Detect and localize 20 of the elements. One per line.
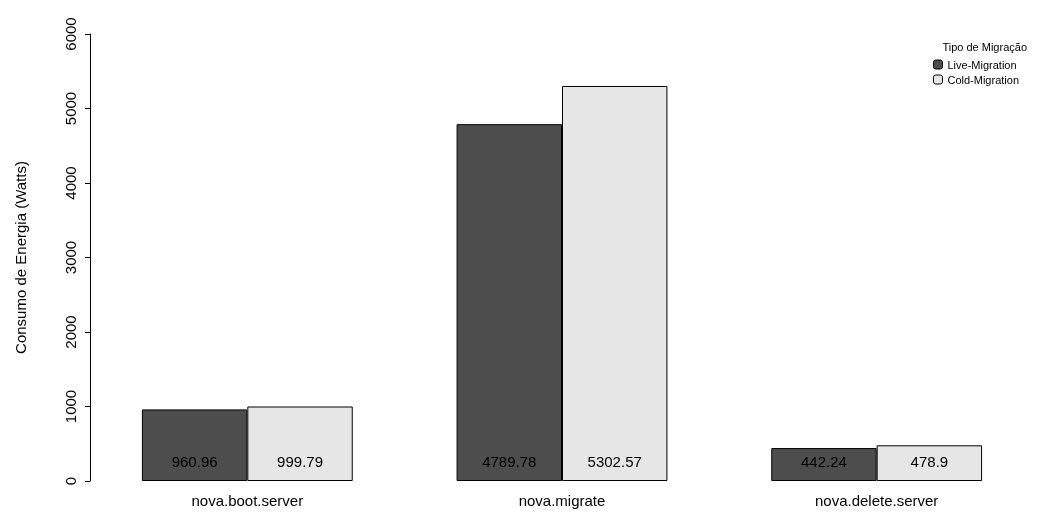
y-tick-label: 0 bbox=[62, 476, 79, 486]
x-tick-label: nova.delete.server bbox=[814, 492, 939, 509]
x-tick-label: nova.boot.server bbox=[191, 492, 304, 509]
y-tick-label: 4000 bbox=[62, 166, 79, 200]
data-label: 442.24 bbox=[801, 453, 847, 470]
y-tick-label: 2000 bbox=[62, 315, 79, 349]
y-tick-label: 5000 bbox=[62, 91, 79, 126]
data-label: 960.96 bbox=[171, 453, 218, 470]
legend-title: Tipo de Migração bbox=[942, 40, 1028, 53]
data-label: 4789.78 bbox=[482, 453, 537, 470]
legend-label: Live-Migration bbox=[947, 58, 1017, 71]
legend-label: Cold-Migration bbox=[947, 73, 1019, 86]
data-label: 5302.57 bbox=[587, 453, 642, 470]
y-tick-label: 1000 bbox=[62, 389, 79, 424]
data-label: 999.79 bbox=[277, 453, 323, 470]
data-label: 478.9 bbox=[910, 453, 949, 470]
x-tick-label: nova.migrate bbox=[518, 492, 606, 509]
y-tick-label: 3000 bbox=[62, 240, 79, 275]
y-axis-title: Consumo de Energia (Watts) bbox=[12, 161, 29, 354]
y-tick-label: 6000 bbox=[62, 17, 79, 51]
